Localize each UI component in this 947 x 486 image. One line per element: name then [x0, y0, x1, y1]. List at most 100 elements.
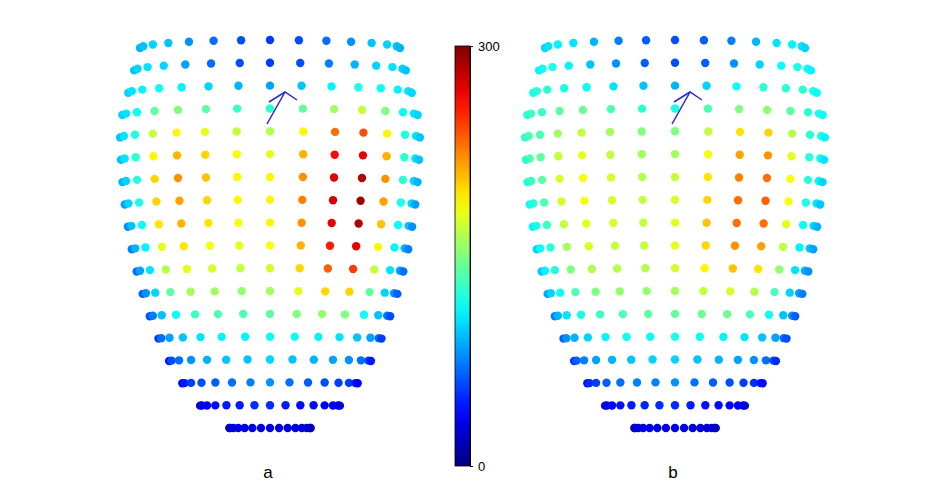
point	[239, 310, 247, 318]
point	[554, 312, 562, 320]
point	[367, 357, 375, 365]
point	[645, 424, 653, 432]
point	[127, 222, 135, 230]
colorbar-tick-label: 0	[478, 459, 485, 474]
point	[329, 196, 337, 204]
point	[325, 59, 333, 67]
point	[356, 197, 364, 205]
point	[151, 288, 159, 296]
point	[266, 401, 274, 409]
point	[222, 355, 230, 363]
point	[556, 288, 564, 296]
point	[299, 150, 307, 158]
point	[386, 312, 394, 320]
point	[642, 287, 650, 295]
point	[741, 401, 749, 409]
point	[235, 241, 243, 249]
point	[740, 333, 748, 341]
point	[175, 356, 183, 364]
point	[309, 401, 317, 409]
point	[341, 310, 349, 318]
point	[653, 424, 661, 432]
point	[806, 131, 814, 139]
point	[158, 311, 166, 319]
point	[275, 424, 283, 432]
point	[266, 81, 274, 89]
point	[813, 223, 821, 231]
point	[541, 267, 549, 275]
orientation-arrow	[672, 92, 702, 124]
point	[606, 150, 614, 158]
point	[563, 311, 571, 319]
point	[586, 60, 594, 68]
point	[266, 127, 274, 135]
point	[699, 287, 707, 295]
point	[616, 401, 624, 409]
point	[266, 59, 274, 67]
point	[203, 356, 211, 364]
point	[703, 196, 711, 204]
point	[318, 310, 326, 318]
point	[345, 356, 353, 364]
point	[671, 355, 679, 363]
point	[607, 173, 615, 181]
point	[397, 198, 405, 206]
point	[360, 311, 368, 319]
point	[651, 378, 659, 386]
point	[732, 219, 740, 227]
point	[638, 173, 646, 181]
point	[354, 83, 362, 91]
point	[759, 219, 767, 227]
point	[146, 266, 154, 274]
point	[243, 355, 251, 363]
point	[359, 128, 367, 136]
point	[726, 287, 734, 295]
point	[608, 401, 616, 409]
point	[580, 356, 588, 364]
point	[662, 424, 670, 432]
point	[736, 128, 744, 136]
point	[764, 128, 772, 136]
point	[592, 356, 600, 364]
point	[671, 150, 679, 158]
point	[627, 401, 635, 409]
point	[644, 310, 652, 318]
figure: ab0300	[0, 0, 947, 486]
point	[232, 127, 240, 135]
point	[124, 199, 132, 207]
point	[700, 264, 708, 272]
point	[233, 196, 241, 204]
point	[208, 264, 216, 272]
point	[601, 333, 609, 341]
point	[214, 310, 222, 318]
point	[627, 355, 635, 363]
point	[327, 82, 335, 90]
point	[758, 333, 766, 341]
point	[543, 85, 551, 93]
point	[642, 36, 650, 44]
point	[782, 84, 790, 92]
point	[266, 264, 274, 272]
point	[704, 104, 712, 112]
point	[330, 105, 338, 113]
point	[671, 173, 679, 181]
point	[714, 401, 722, 409]
point	[655, 401, 663, 409]
point	[411, 200, 419, 208]
point	[590, 38, 598, 46]
point	[295, 36, 303, 44]
point	[798, 290, 806, 298]
point	[546, 243, 554, 251]
point	[585, 242, 593, 250]
point	[122, 109, 130, 117]
point	[237, 36, 245, 44]
point	[266, 150, 274, 158]
point	[719, 333, 727, 341]
point	[648, 355, 656, 363]
point	[763, 106, 771, 114]
point	[532, 222, 540, 230]
point	[383, 129, 391, 137]
point	[314, 333, 322, 341]
point	[560, 220, 568, 228]
point	[320, 401, 328, 409]
